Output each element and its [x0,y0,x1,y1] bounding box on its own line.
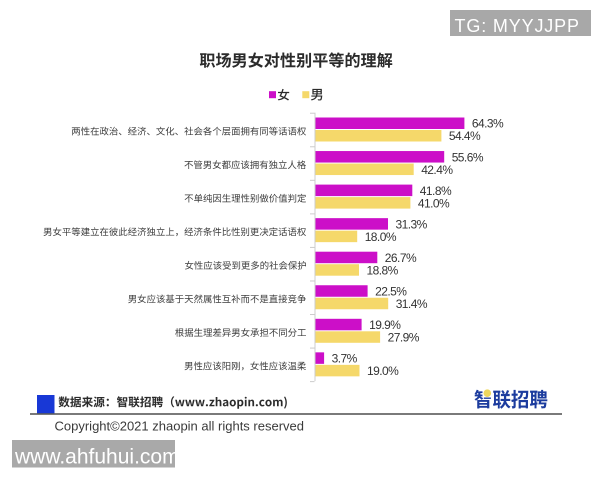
svg-text:31.3%: 31.3% [396,217,428,231]
svg-text:TG: MYYJJPP: TG: MYYJJPP [455,16,580,36]
svg-text:31.4%: 31.4% [396,297,428,311]
svg-text:19.0%: 19.0% [367,364,399,378]
svg-text:18.0%: 18.0% [365,230,397,244]
svg-text:www.ahfuhui.com: www.ahfuhui.com [14,445,180,468]
svg-text:64.3%: 64.3% [472,117,504,131]
svg-text:41.8%: 41.8% [420,184,452,198]
svg-text:27.9%: 27.9% [388,331,420,345]
svg-text:42.4%: 42.4% [421,163,453,177]
svg-text:Copyright©2021 zhaopin all rig: Copyright©2021 zhaopin all rights reserv… [55,419,305,434]
svg-text:3.7%: 3.7% [332,352,358,366]
svg-text:55.6%: 55.6% [452,150,484,164]
svg-text:22.5%: 22.5% [375,284,407,298]
svg-text:18.8%: 18.8% [367,263,399,277]
svg-text:54.4%: 54.4% [449,129,481,143]
svg-text:19.9%: 19.9% [369,318,401,332]
svg-text:26.7%: 26.7% [385,251,417,265]
svg-text:41.0%: 41.0% [418,196,450,210]
